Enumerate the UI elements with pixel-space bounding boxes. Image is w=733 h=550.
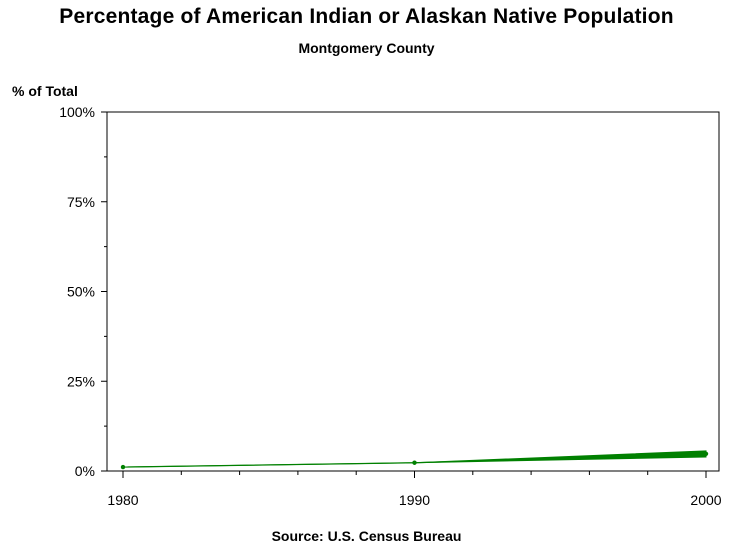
x-axis: 1980 1990 2000 (107, 471, 722, 508)
data-point (412, 460, 417, 465)
source-footnote: Source: U.S. Census Bureau (271, 528, 462, 544)
y-axis: 0% 25% 50% 75% 100% (59, 104, 107, 479)
series-layer (120, 450, 709, 470)
y-tick-label: 50% (67, 284, 95, 300)
y-axis-label: % of Total (12, 83, 78, 99)
x-tick-label: 2000 (690, 492, 721, 508)
y-tick-label: 75% (67, 194, 95, 210)
y-tick-label: 25% (67, 373, 95, 389)
chart-title: Percentage of American Indian or Alaskan… (59, 5, 674, 28)
x-tick-label: 1990 (399, 492, 430, 508)
plot-frame (106, 111, 720, 472)
y-tick-label: 0% (75, 463, 95, 479)
y-tick-label: 100% (59, 104, 95, 120)
data-point (703, 451, 709, 456)
data-point (120, 464, 126, 470)
chart-subtitle: Montgomery County (298, 40, 435, 56)
x-tick-label: 1980 (107, 492, 138, 508)
